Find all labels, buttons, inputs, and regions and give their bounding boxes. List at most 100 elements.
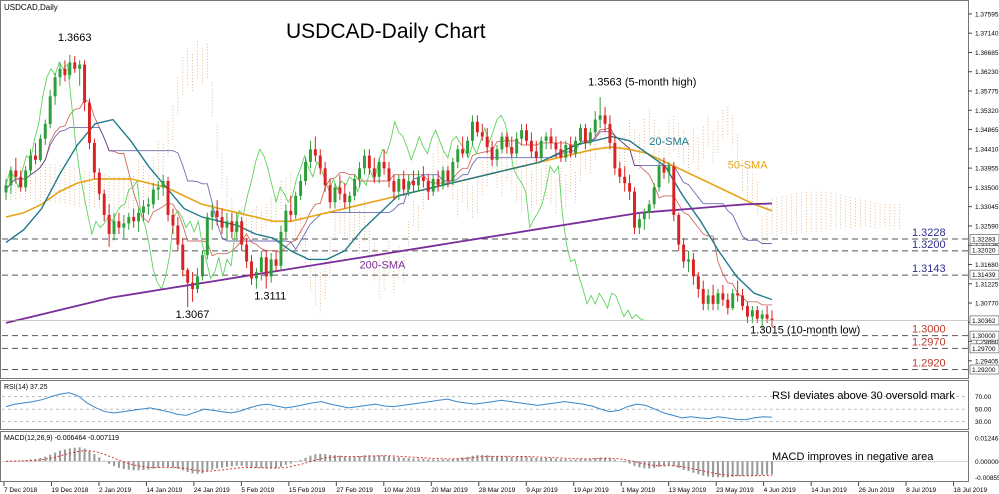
- price-tag-box: [969, 364, 999, 375]
- x-tick-label: 8 Jul 2019: [906, 487, 936, 494]
- price-tag-label: 1.29700: [972, 346, 996, 353]
- candle-body: [412, 181, 416, 186]
- candle-body: [245, 244, 249, 262]
- candle-body: [510, 147, 514, 154]
- y-tick-label: 1.33500: [975, 185, 999, 192]
- x-tick-label: 15 Feb 2019: [289, 487, 326, 494]
- candle-body: [471, 121, 474, 141]
- candle-body: [416, 176, 420, 186]
- level-label: 1.2970: [912, 336, 946, 348]
- x-axis: 7 Dec 2018 19 Dec 2018 2 Jan 2019 14 Jan 20…: [3, 482, 988, 494]
- y-axis: 1.37595 1.37140 1.36685 1.36230 1.35775 1.353…: [968, 11, 999, 365]
- x-tick-label: 19 Dec 2018: [51, 487, 88, 494]
- candle-body: [618, 168, 622, 177]
- candle-body: [672, 166, 676, 215]
- candle-body: [765, 314, 769, 319]
- y-tick-label: 1.34410: [975, 146, 999, 153]
- x-tick-label: 10 Mar 2019: [384, 487, 421, 494]
- candle-body: [215, 210, 219, 218]
- candle-body: [466, 140, 470, 154]
- chart-title: USDCAD-Daily Chart: [286, 20, 486, 43]
- candle-body: [485, 136, 489, 148]
- candle-body: [186, 269, 190, 283]
- y-tick-label: 1.29860: [975, 339, 999, 346]
- candle-body: [92, 142, 96, 173]
- rsi-line: [5, 392, 773, 421]
- candle-body: [741, 295, 745, 306]
- macd-signal-line: [5, 450, 773, 477]
- candle-body: [151, 189, 155, 205]
- candle-body: [598, 115, 602, 120]
- candle-body: [544, 136, 548, 141]
- price-annotation: 1.3015 (10-month low): [750, 325, 860, 337]
- y-tick-label: 1.31680: [975, 262, 999, 269]
- candle-body: [181, 244, 185, 270]
- price-tag-label: 1.32283: [972, 237, 996, 244]
- candle-body: [397, 178, 401, 192]
- y-tick-label: 1.37140: [975, 31, 999, 38]
- candle-body: [107, 214, 111, 234]
- candle-body: [579, 128, 582, 141]
- candles: [4, 54, 774, 330]
- candle-body: [259, 257, 263, 273]
- candle-body: [431, 178, 435, 192]
- candle-body: [78, 64, 82, 69]
- candle-body: [4, 185, 8, 193]
- candle-body: [43, 123, 47, 139]
- y-tick-label: 1.33955: [975, 166, 999, 173]
- candle-body: [338, 187, 342, 194]
- candle-body: [407, 181, 411, 190]
- candle-body: [146, 204, 150, 207]
- candle-body: [264, 257, 268, 277]
- candle-body: [132, 217, 136, 222]
- candle-body: [642, 212, 646, 220]
- candle-body: [225, 221, 229, 228]
- y-tick-label: 1.31225: [975, 281, 999, 288]
- candle-body: [210, 210, 214, 218]
- candle-body: [534, 151, 538, 158]
- candle-body: [240, 221, 244, 245]
- candle-body: [515, 138, 519, 154]
- x-tick-label: 19 Apr 2019: [574, 487, 609, 494]
- candle-body: [161, 181, 165, 188]
- candle-body: [770, 318, 774, 321]
- candle-body: [24, 170, 28, 188]
- candle-body: [549, 136, 553, 143]
- candle-body: [284, 210, 288, 232]
- candle-body: [677, 214, 681, 245]
- candle-body: [308, 149, 312, 162]
- candle-body: [441, 170, 445, 186]
- rsi-tick-label: 50.00: [975, 407, 992, 414]
- candle-body: [323, 168, 327, 186]
- candle-body: [358, 168, 362, 179]
- candle-body: [539, 140, 543, 158]
- candle-body: [731, 293, 735, 309]
- sma20-line: [5, 118, 773, 301]
- candle-body: [33, 155, 37, 160]
- macd-panel: 0.012461 0.000000 -0.008558: [2, 435, 999, 482]
- candle-body: [475, 121, 479, 133]
- candle-body: [628, 183, 632, 192]
- candle-body: [623, 176, 627, 184]
- candle-body: [68, 62, 72, 76]
- price-tags: 1.32283 1.32020 1.31439 1.30362 1.30000 1.297…: [2, 234, 999, 375]
- candle-body: [421, 176, 425, 182]
- price-tag-box: [969, 245, 999, 255]
- candle-body: [304, 161, 307, 182]
- candle-body: [274, 259, 278, 266]
- candle-body: [750, 310, 754, 317]
- candle-body: [53, 77, 57, 97]
- rsi-annotation: RSI deviates above 30 oversold mark: [772, 390, 955, 402]
- candle-body: [657, 166, 661, 188]
- macd-label: MACD(12,26,9) -0.006464 -0.007119: [4, 435, 119, 442]
- candle-body: [426, 181, 430, 192]
- candle-body: [696, 276, 700, 290]
- candle-body: [279, 231, 283, 266]
- candle-body: [343, 193, 347, 203]
- rsi-panel-frame: [0, 380, 969, 430]
- series-label: 200-SMA: [360, 260, 407, 272]
- candle-body: [9, 170, 13, 186]
- candle-body: [318, 155, 322, 169]
- candle-body: [456, 149, 460, 162]
